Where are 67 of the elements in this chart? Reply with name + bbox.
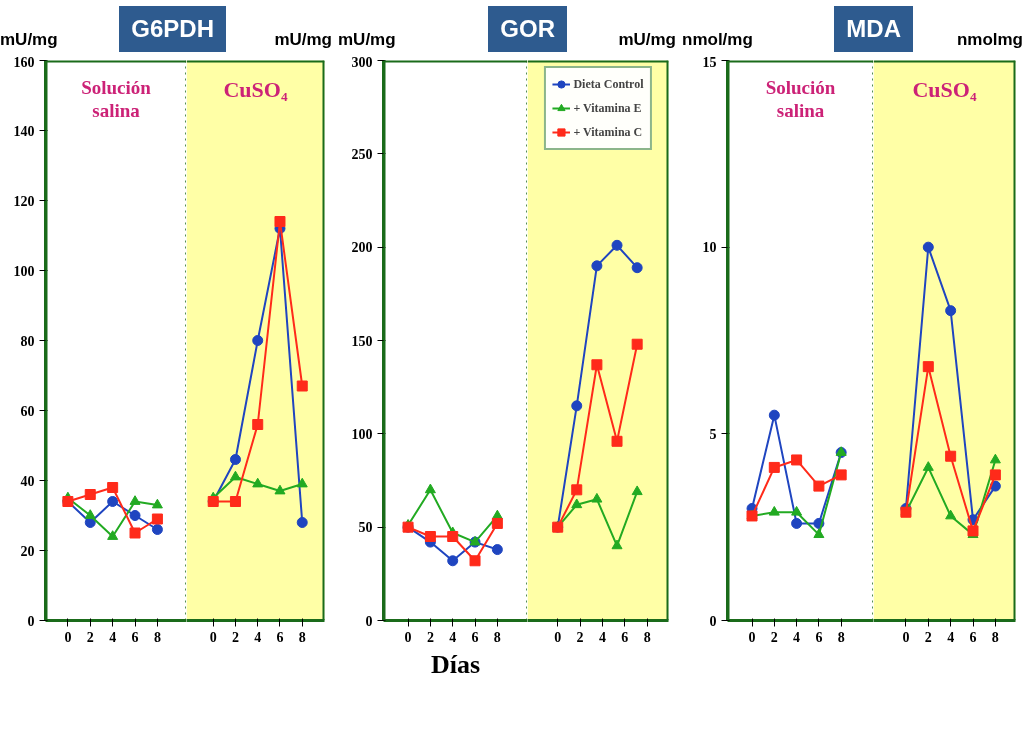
x-tick-label: 4	[254, 629, 262, 645]
y-tick-label: 10	[702, 240, 717, 256]
y-tick-label: 40	[20, 473, 35, 489]
y-tick-label: 0	[27, 613, 35, 629]
x-tick-label: 2	[924, 629, 932, 645]
y-tick-label: 300	[351, 54, 373, 70]
x-tick-label: 4	[793, 629, 801, 645]
x-tick-label: 8	[837, 629, 845, 645]
y-tick-label: 250	[351, 146, 373, 162]
y-axis-title: mU/mg	[338, 28, 396, 51]
x-tick-label: 4	[449, 629, 457, 645]
y-tick-label: 0	[365, 613, 373, 629]
y-tick-label: 140	[13, 123, 35, 139]
x-tick-label: 6	[276, 629, 284, 645]
x-tick-label: 6	[969, 629, 977, 645]
y-tick-label: 0	[709, 613, 717, 629]
x-tick-label: 6	[815, 629, 823, 645]
band-label: Solución salina	[81, 77, 152, 122]
band-label: Solución salina	[765, 77, 836, 122]
x-tick-label: 4	[598, 629, 606, 645]
chart-title: G6PDH	[119, 5, 226, 52]
y-tick-label: 60	[20, 403, 35, 419]
text: mU/mg	[274, 28, 332, 51]
y-axis-title: mU/mg	[0, 28, 58, 51]
x-tick-label: 0	[748, 629, 756, 645]
chart-title: MDA	[834, 5, 913, 52]
x-tick-label: 6	[621, 629, 629, 645]
x-tick-label: 8	[298, 629, 306, 645]
y-tick-label: 5	[709, 426, 717, 442]
x-tick-label: 8	[153, 629, 161, 645]
text: nmolmg	[956, 28, 1023, 51]
y-tick-label: 160	[13, 54, 35, 70]
x-tick-label: 6	[471, 629, 479, 645]
y-tick-label: 100	[351, 426, 373, 442]
legend-label: + Vitamina E	[573, 100, 642, 116]
y-tick-label: 200	[351, 240, 373, 256]
y-tick-label: 150	[351, 333, 373, 349]
x-tick-label: 0	[404, 629, 412, 645]
x-tick-label: 0	[554, 629, 562, 645]
y-tick-label: 120	[13, 193, 35, 209]
legend-label: Dieta Control	[573, 76, 644, 92]
y-tick-label: 100	[13, 263, 35, 279]
x-tick-label: 0	[209, 629, 217, 645]
x-tick-label: 6	[131, 629, 139, 645]
band-label: CuSO₄	[223, 77, 288, 103]
x-tick-label: 2	[86, 629, 94, 645]
legend-label: + Vitamina C	[573, 124, 643, 140]
y-tick-label: 15	[702, 54, 717, 70]
x-tick-label: 2	[576, 629, 584, 645]
x-tick-label: 8	[643, 629, 651, 645]
text: mU/mg	[618, 28, 676, 51]
x-tick-label: 4	[947, 629, 955, 645]
x-tick-label: 0	[64, 629, 72, 645]
x-tick-label: 2	[770, 629, 778, 645]
x-tick-label: 8	[991, 629, 999, 645]
y-tick-label: 20	[20, 543, 35, 559]
band-label: CuSO₄	[912, 77, 977, 103]
y-tick-label: 80	[20, 333, 35, 349]
y-tick-label: 50	[358, 520, 373, 536]
x-tick-label: 0	[902, 629, 910, 645]
x-tick-label: 2	[426, 629, 434, 645]
x-axis-title: Días	[430, 649, 481, 679]
chart-title: GOR	[488, 5, 567, 52]
x-tick-label: 8	[493, 629, 501, 645]
x-tick-label: 2	[231, 629, 239, 645]
x-tick-label: 4	[109, 629, 117, 645]
y-axis-title: nmol/mg	[682, 28, 753, 51]
